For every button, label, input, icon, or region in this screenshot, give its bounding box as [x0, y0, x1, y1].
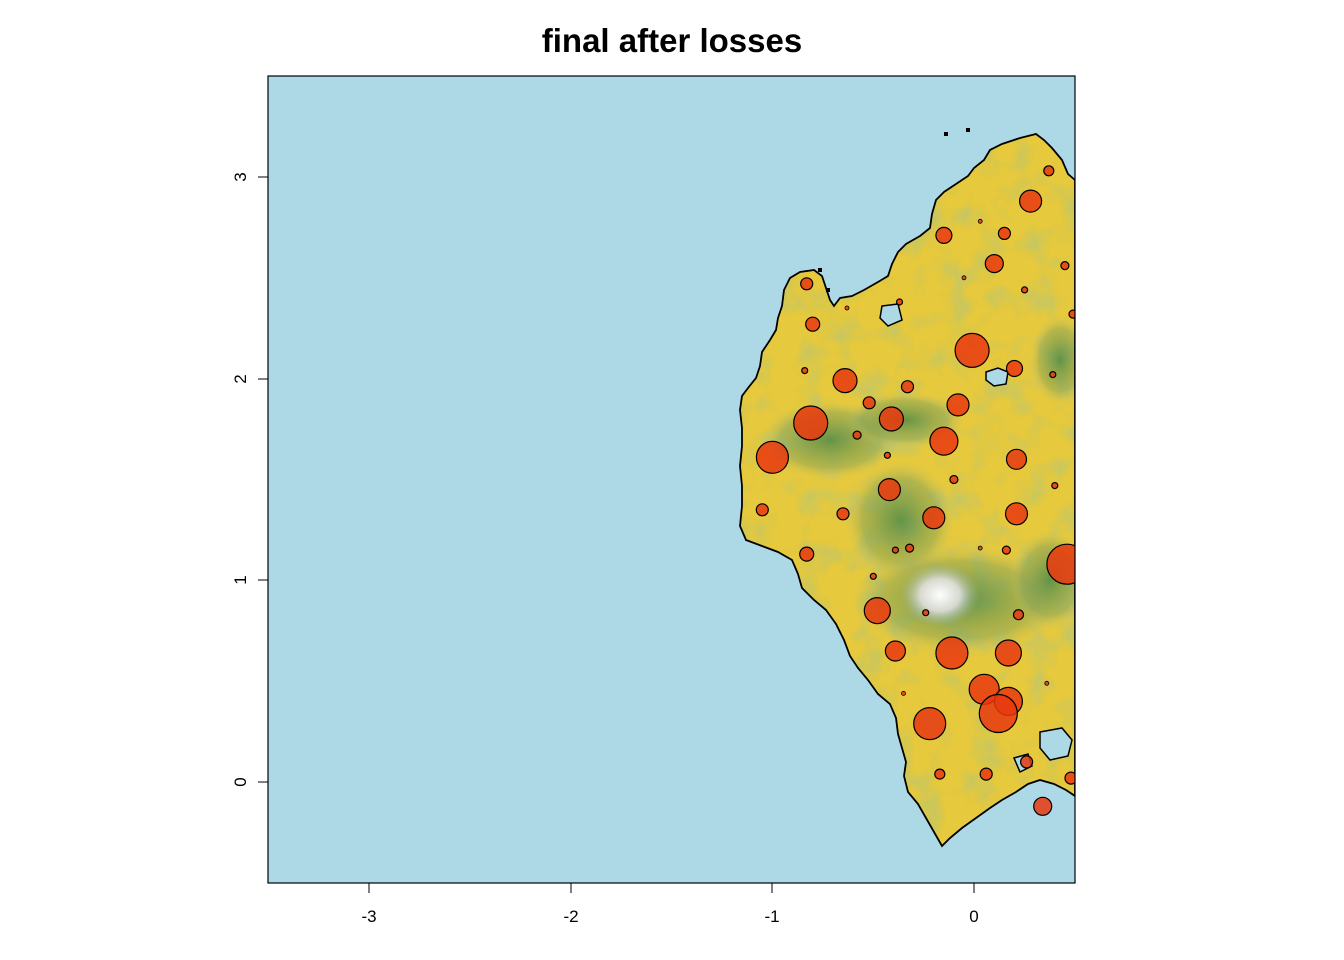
population-point	[832, 368, 858, 394]
population-point	[979, 767, 993, 781]
population-point	[961, 275, 967, 281]
population-point	[1068, 309, 1075, 319]
population-point	[1051, 482, 1059, 490]
population-point	[1012, 609, 1025, 621]
islet-3	[818, 268, 822, 272]
y-tick-label: 0	[231, 777, 250, 786]
population-point	[935, 226, 953, 244]
population-point	[755, 440, 790, 474]
population-point	[793, 405, 829, 441]
population-point	[869, 572, 877, 580]
x-tick-label: 0	[969, 907, 978, 926]
population-point	[1005, 448, 1028, 470]
population-point	[862, 396, 876, 410]
island	[739, 128, 1075, 848]
population-point	[877, 478, 902, 502]
population-point	[949, 474, 959, 485]
y-tick-label: 2	[231, 374, 250, 383]
bay-northwest	[879, 303, 903, 327]
x-axis: -3 -2 -1 0	[361, 882, 979, 926]
plot-title: final after losses	[541, 22, 803, 59]
population-point	[1020, 286, 1029, 294]
population-point	[977, 218, 983, 224]
x-tick-label: -2	[563, 907, 578, 926]
population-point	[904, 543, 915, 553]
population-layer	[755, 165, 1075, 816]
islet-2	[966, 128, 970, 132]
population-point	[1033, 796, 1053, 816]
population-point	[913, 706, 947, 741]
population-point	[946, 393, 970, 417]
population-point	[1005, 359, 1024, 378]
population-point	[954, 332, 990, 368]
mountain-peak	[900, 563, 980, 627]
islet-4	[826, 288, 830, 292]
population-point	[978, 693, 1018, 734]
y-tick-label: 3	[231, 172, 250, 181]
population-point	[935, 636, 969, 670]
population-point	[977, 545, 983, 551]
lake-south	[1039, 727, 1073, 761]
population-point	[1046, 543, 1075, 585]
population-point	[805, 316, 821, 332]
population-point	[1049, 371, 1057, 379]
population-point	[934, 768, 946, 780]
y-tick-label: 1	[231, 575, 250, 584]
x-tick-label: -1	[764, 907, 779, 926]
y-axis: 0 1 2 3	[231, 172, 269, 787]
population-point	[836, 507, 850, 521]
population-point	[922, 506, 946, 530]
population-point	[984, 254, 1004, 274]
population-point	[799, 546, 815, 562]
population-point	[994, 639, 1023, 667]
population-point	[1004, 502, 1029, 526]
population-point	[863, 596, 891, 625]
population-point	[800, 277, 814, 291]
population-point	[1044, 680, 1050, 686]
population-point	[1019, 755, 1034, 769]
population-point	[1001, 545, 1012, 555]
population-point	[1060, 261, 1070, 271]
population-point	[801, 367, 809, 375]
population-point	[1043, 165, 1055, 177]
population-point	[755, 503, 769, 517]
islet-1	[944, 132, 948, 136]
population-point	[997, 226, 1012, 240]
population-point	[878, 406, 905, 432]
population-point	[884, 640, 907, 662]
population-point	[922, 609, 930, 617]
population-point	[883, 451, 892, 459]
population-point	[844, 305, 850, 311]
x-tick-label: -3	[361, 907, 376, 926]
lake-north	[985, 367, 1009, 387]
ridge-northeast	[1030, 315, 1075, 405]
population-point	[1064, 771, 1075, 785]
population-point	[891, 546, 900, 554]
population-point	[900, 380, 915, 394]
population-point	[895, 298, 904, 306]
population-point	[901, 691, 906, 696]
population-point	[1018, 189, 1043, 213]
population-point	[929, 426, 959, 456]
population-point	[852, 430, 862, 440]
coastline	[739, 133, 1075, 848]
